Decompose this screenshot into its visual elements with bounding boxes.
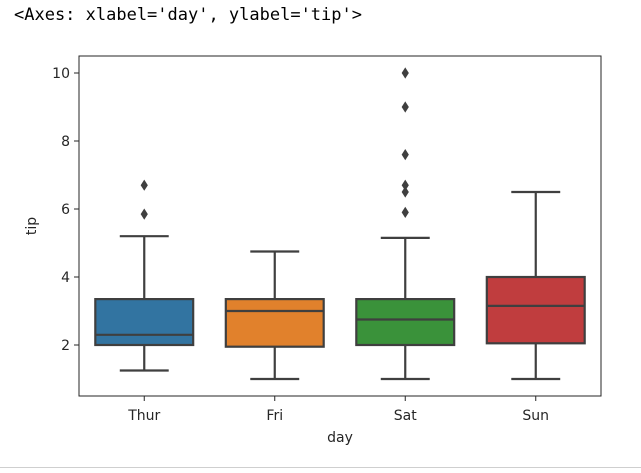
box-fri: [224, 298, 325, 348]
box-thur: [94, 298, 195, 347]
output-cell-divider: [0, 467, 641, 468]
outlier-sat-0: [401, 206, 409, 218]
box-group-sat: [355, 67, 456, 381]
outlier-thur-0: [140, 208, 148, 220]
plot-layer: [94, 67, 586, 381]
axes-frame: [78, 55, 602, 397]
box-sun: [485, 275, 586, 345]
x-axis: Thur Fri Sat Sun: [127, 396, 549, 424]
y-tick-label-8: 8: [61, 134, 70, 150]
x-axis-label: day: [327, 430, 353, 446]
y-axis-label: tip: [24, 217, 40, 235]
y-tick-label-6: 6: [61, 202, 70, 218]
x-tick-label-sun: Sun: [522, 408, 549, 424]
outlier-sat-4: [401, 101, 409, 113]
box-sat: [355, 298, 456, 347]
axes-repr-output: <Axes: xlabel='day', ylabel='tip'>: [14, 5, 362, 25]
outlier-sat-1: [401, 186, 409, 198]
box-group-sun: [485, 190, 586, 381]
x-tick-label-thur: Thur: [127, 408, 160, 424]
y-tick-label-10: 10: [52, 66, 70, 82]
outlier-sat-2: [401, 179, 409, 191]
x-tick-label-fri: Fri: [266, 408, 283, 424]
y-tick-label-2: 2: [61, 338, 70, 354]
outlier-sat-5: [401, 67, 409, 79]
box-group-fri: [224, 250, 325, 381]
outlier-thur-1: [140, 179, 148, 191]
y-axis: 2 4 6 8 10: [52, 66, 79, 354]
outlier-sat-3: [401, 149, 409, 161]
y-tick-label-4: 4: [61, 270, 70, 286]
x-tick-label-sat: Sat: [394, 408, 417, 424]
box-group-thur: [94, 179, 195, 372]
